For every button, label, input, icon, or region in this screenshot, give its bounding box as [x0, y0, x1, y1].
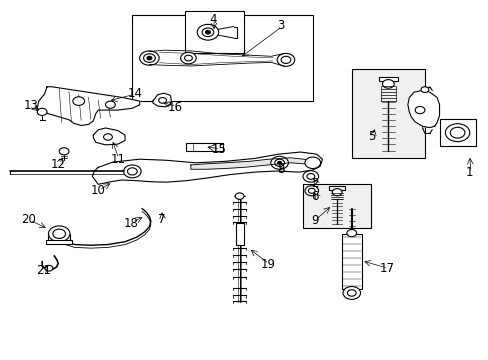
Circle shape	[197, 24, 218, 40]
Text: 12: 12	[51, 158, 65, 171]
Bar	[184, 12, 244, 53]
Text: 3: 3	[277, 19, 284, 32]
Text: 4: 4	[209, 13, 216, 26]
Polygon shape	[407, 90, 439, 128]
Circle shape	[277, 161, 281, 164]
Circle shape	[53, 229, 65, 238]
Bar	[132, 15, 312, 101]
Circle shape	[184, 55, 192, 61]
Circle shape	[127, 168, 137, 175]
Text: 18: 18	[123, 216, 139, 230]
Text: 21: 21	[36, 264, 51, 277]
Text: 1: 1	[465, 166, 472, 179]
Circle shape	[445, 124, 469, 141]
Circle shape	[123, 165, 141, 178]
Text: 6: 6	[311, 190, 318, 203]
Circle shape	[342, 287, 360, 300]
Text: 11: 11	[110, 153, 125, 166]
Bar	[46, 240, 72, 244]
Circle shape	[308, 188, 315, 193]
Polygon shape	[92, 152, 322, 184]
Bar	[329, 186, 344, 190]
Circle shape	[303, 171, 318, 182]
Bar	[341, 234, 361, 289]
Text: 9: 9	[311, 214, 318, 227]
Circle shape	[158, 98, 166, 103]
Circle shape	[48, 226, 70, 242]
Circle shape	[277, 53, 294, 66]
Text: 10: 10	[91, 184, 105, 197]
Text: 15: 15	[211, 143, 226, 156]
Circle shape	[140, 51, 159, 65]
Circle shape	[235, 193, 244, 199]
Circle shape	[103, 134, 112, 140]
Text: 20: 20	[21, 213, 36, 226]
Circle shape	[270, 156, 288, 169]
Circle shape	[346, 229, 356, 237]
Circle shape	[143, 54, 155, 62]
Circle shape	[305, 186, 318, 196]
Circle shape	[382, 80, 393, 88]
Bar	[303, 184, 370, 228]
Circle shape	[346, 290, 355, 296]
Circle shape	[73, 97, 84, 105]
Text: 2: 2	[311, 177, 318, 190]
Circle shape	[305, 157, 320, 168]
Polygon shape	[190, 158, 312, 169]
Bar	[351, 69, 424, 158]
Text: 16: 16	[167, 101, 183, 114]
Text: 5: 5	[368, 130, 375, 143]
Text: 17: 17	[379, 262, 394, 275]
Circle shape	[180, 52, 196, 64]
Circle shape	[420, 87, 428, 93]
Circle shape	[274, 159, 284, 166]
Text: 13: 13	[23, 99, 38, 112]
Text: 8: 8	[276, 163, 284, 176]
Circle shape	[205, 31, 210, 34]
Circle shape	[414, 107, 424, 114]
Polygon shape	[37, 87, 140, 126]
Circle shape	[37, 108, 47, 116]
Circle shape	[306, 174, 314, 179]
Bar	[378, 77, 397, 81]
Circle shape	[281, 56, 290, 63]
Text: 14: 14	[127, 87, 142, 100]
Bar	[235, 223, 243, 244]
Bar	[185, 143, 222, 150]
Circle shape	[449, 127, 464, 138]
Polygon shape	[93, 128, 125, 145]
Circle shape	[59, 148, 69, 155]
Text: 7: 7	[158, 213, 165, 226]
Circle shape	[45, 265, 53, 271]
Circle shape	[331, 189, 341, 196]
Circle shape	[202, 28, 213, 37]
Circle shape	[147, 56, 152, 60]
Text: 19: 19	[260, 258, 275, 271]
Bar	[439, 119, 475, 146]
Polygon shape	[153, 93, 171, 107]
Circle shape	[105, 101, 115, 108]
